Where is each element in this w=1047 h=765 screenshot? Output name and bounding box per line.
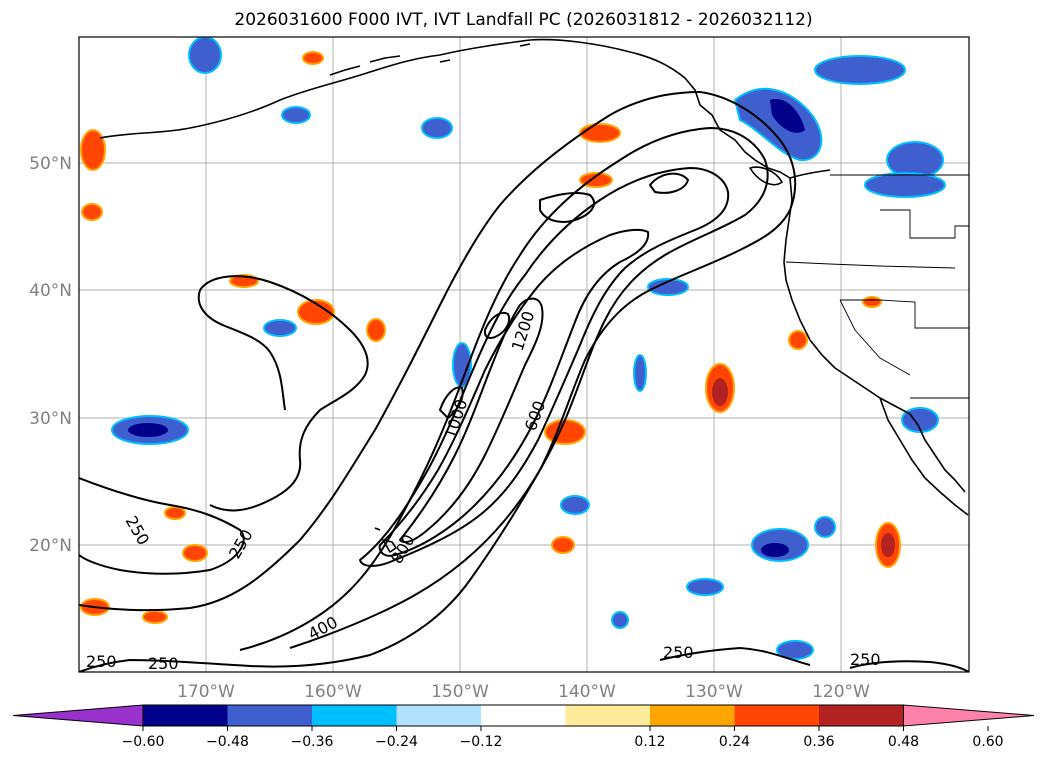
colorbar: −0.60 −0.48 −0.36 −0.24 −0.12 0.12 0.24 0.36 0.4…	[12, 704, 1035, 750]
pos-anomaly-south-east-core	[881, 533, 895, 557]
lat-labels: 50°N 40°N 30°N 20°N	[29, 154, 72, 556]
pos-anomaly-north-mid-2	[579, 172, 613, 188]
neg-anomaly-rockies	[864, 172, 946, 198]
contour-label-1000: 1000	[441, 397, 472, 442]
pos-anomaly-north-small	[302, 51, 324, 65]
colorbar-tick-label: −0.48	[206, 734, 249, 750]
neg-anomaly-pacific-northwest	[733, 87, 823, 162]
colorbar-tick-label: 0.48	[888, 734, 919, 750]
neg-anomaly-mid-north	[281, 106, 311, 124]
map-frame	[78, 36, 970, 673]
landfall-pc-shading	[80, 37, 946, 660]
pos-anomaly-hawaii	[297, 299, 335, 325]
lon-label-130w: 130°W	[685, 682, 743, 702]
colorbar-outline	[142, 704, 904, 727]
political-borders	[785, 174, 969, 399]
colorbar-segment	[396, 705, 481, 726]
neg-anomaly-west-pacific-core	[128, 423, 168, 437]
contour-label-250-b: 250	[148, 654, 179, 673]
lat-label-20n: 20°N	[29, 536, 72, 556]
contour-label-250-d: 250	[122, 513, 154, 549]
colorbar-segment	[650, 705, 735, 726]
pos-anomaly-north-west	[80, 129, 106, 171]
lon-label-120w: 120°W	[812, 682, 870, 702]
contour-label-400: 400	[305, 612, 341, 643]
lon-label-150w: 150°W	[431, 682, 489, 702]
colorbar-segment	[481, 705, 566, 726]
pos-anomaly-mid-west	[164, 506, 186, 520]
map-title: 2026031600 F000 IVT, IVT Landfall PC (20…	[234, 10, 813, 30]
neg-anomaly-east-small	[633, 354, 647, 392]
lat-label-40n: 40°N	[29, 281, 72, 301]
colorbar-segment	[819, 705, 904, 726]
neg-anomaly-south-central-core	[761, 543, 789, 557]
colorbar-tick-label: 0.36	[803, 734, 834, 750]
colorbar-tick-label: 0.24	[719, 734, 750, 750]
neg-anomaly-subtropic-east	[686, 578, 724, 596]
pos-anomaly-coast-small	[862, 296, 882, 308]
pos-anomaly-east-core	[712, 378, 728, 406]
colorbar-segment	[565, 705, 650, 726]
coastlines	[99, 38, 969, 553]
colorbar-tick-label: −0.36	[291, 734, 334, 750]
pos-anomaly-west-edge	[81, 203, 103, 221]
pos-anomaly-sw-small	[142, 610, 168, 624]
neg-anomaly-core	[770, 99, 805, 133]
neg-anomaly-hawaii-west	[263, 319, 297, 337]
colorbar-extend-min	[12, 704, 144, 727]
pos-anomaly-north-mid	[579, 123, 621, 143]
lat-label-30n: 30°N	[29, 409, 72, 429]
contour-label-250-c: 250	[225, 526, 257, 562]
colorbar-tick-label: 0.60	[972, 734, 1003, 750]
colorbar-tick-label: −0.24	[375, 734, 418, 750]
neg-anomaly-far-south	[776, 640, 814, 660]
neg-anomaly-baja	[901, 407, 939, 433]
colorbar-tick-label: 0.12	[634, 734, 665, 750]
colorbar-segment	[312, 705, 397, 726]
pos-anomaly-southwest-2	[182, 544, 208, 562]
neg-anomaly-central-small	[647, 278, 689, 296]
colorbar-segment	[143, 705, 228, 726]
lon-label-140w: 140°W	[558, 682, 616, 702]
neg-anomaly-sw	[611, 611, 629, 629]
colorbar-extend-max	[903, 704, 1035, 727]
neg-anomaly-south-east	[814, 516, 836, 538]
pos-anomaly-south-central	[551, 536, 575, 554]
contour-label-250-f: 250	[850, 650, 881, 669]
lon-label-160w: 160°W	[304, 682, 362, 702]
neg-anomaly-north-gulf	[421, 117, 453, 139]
contour-label-250-a: 250	[86, 652, 117, 671]
colorbar-segment	[227, 705, 312, 726]
colorbar-tick-label: −0.12	[460, 734, 503, 750]
lon-label-170w: 170°W	[177, 682, 235, 702]
neg-anomaly-north-coast	[814, 55, 906, 85]
lat-label-50n: 50°N	[29, 154, 72, 174]
contour-labels: 250 250 250 250 250 250 400 600 800 1000…	[86, 309, 881, 673]
neg-anomaly-subtropic-mid	[560, 495, 590, 515]
pos-anomaly-central-west	[366, 318, 386, 342]
map-plot-area: 250 250 250 250 250 250 400 600 800 1000…	[79, 37, 969, 673]
pos-anomaly-california	[788, 330, 808, 350]
lon-labels: 170°W 160°W 150°W 140°W 130°W 120°W	[177, 682, 870, 702]
colorbar-tick-label: −0.60	[122, 734, 165, 750]
neg-anomaly-aleutian	[188, 37, 222, 74]
colorbar-segment	[734, 705, 819, 726]
contour-label-250-e: 250	[663, 643, 694, 662]
pos-anomaly-ar-east	[544, 419, 586, 445]
ivt-contours	[79, 91, 969, 672]
gridlines	[79, 37, 969, 672]
